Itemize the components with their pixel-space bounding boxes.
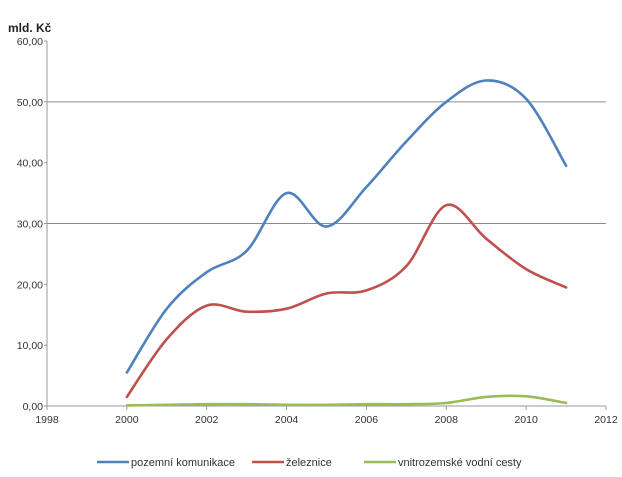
series-line-0 — [125, 79, 568, 374]
x-tick-label: 1998 — [35, 414, 59, 426]
x-tick-label: 2010 — [514, 414, 538, 426]
y-tick-label: 40,00 — [17, 158, 43, 170]
y-tick-label: 60,00 — [17, 36, 43, 48]
y-tick-label: 10,00 — [17, 340, 43, 352]
legend: pozemní komunikace železnice vnitrozemské … — [97, 457, 522, 469]
x-axis-tick-labels: 1998 2000 2002 2004 2006 2008 2010 2012 — [35, 414, 618, 426]
y-tick-label: 20,00 — [17, 279, 43, 291]
x-tick-label: 2008 — [435, 414, 459, 426]
x-tick-label: 2002 — [195, 414, 219, 426]
legend-label: vnitrozemské vodní cesty — [398, 457, 522, 469]
y-tick-label: 50,00 — [17, 97, 43, 109]
x-tick-label: 2004 — [275, 414, 299, 426]
legend-label: pozemní komunikace — [131, 457, 235, 469]
grid-lines — [47, 101, 606, 224]
y-axis-tick-labels: 0,00 10,00 20,00 30,00 40,00 50,00 60,00 — [17, 36, 43, 413]
y-axis-unit-label: mld. Kč — [8, 21, 52, 35]
x-tick-label: 2012 — [594, 414, 618, 426]
legend-label: železnice — [286, 457, 332, 469]
series-line-1 — [125, 203, 568, 399]
data-series — [125, 79, 568, 407]
x-tick-label: 2006 — [355, 414, 379, 426]
series-line-2 — [125, 394, 568, 407]
y-tick-label: 0,00 — [23, 401, 44, 413]
x-tick-label: 2000 — [115, 414, 139, 426]
y-tick-label: 30,00 — [17, 219, 43, 231]
